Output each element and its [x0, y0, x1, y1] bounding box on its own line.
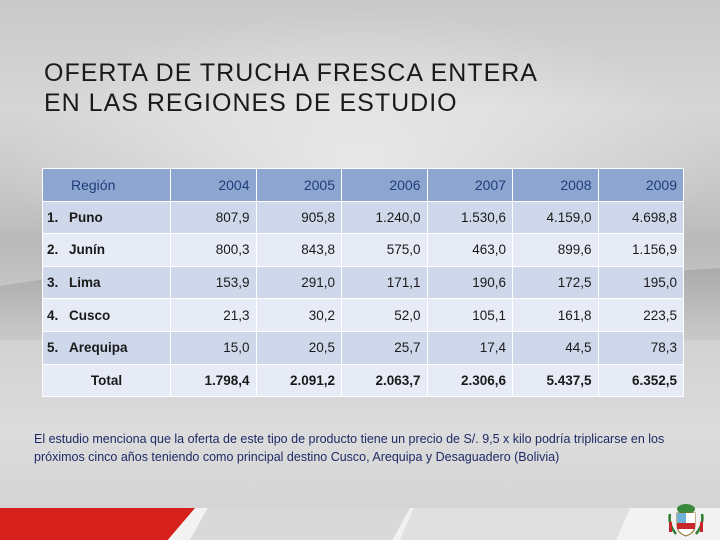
rank-number: 4.: [47, 307, 59, 323]
value-cell: 899,6: [512, 233, 599, 267]
table-header-row: Región 2004 2005 2006 2007 2008 2009: [42, 168, 684, 202]
value-cell: 172,5: [512, 265, 599, 300]
total-label: Total: [42, 363, 171, 398]
value-cell: 44,5: [512, 330, 599, 365]
region-cell: 4. Cusco: [42, 298, 171, 332]
value-cell: 161,8: [512, 298, 599, 332]
table-row: 4. Cusco 21,3 30,2 52,0 105,1 161,8 223,5: [42, 298, 684, 332]
slide-title-line-1: OFERTA DE TRUCHA FRESCA ENTERA: [44, 59, 538, 87]
table-row: 1. Puno 807,9 905,8 1.240,0 1.530,6 4.159…: [42, 200, 684, 235]
region-name: Arequipa: [69, 340, 128, 356]
value-cell: 223,5: [597, 298, 684, 332]
header-year: 2009: [597, 168, 684, 202]
value-cell: 4.698,8: [597, 200, 684, 235]
footer-stripe: [400, 508, 630, 540]
region-cell: 3. Lima: [42, 265, 171, 300]
value-cell: 30,2: [255, 298, 342, 332]
header-region: Región: [42, 168, 171, 202]
total-value-cell: 5.437,5: [512, 363, 599, 398]
value-cell: 905,8: [255, 200, 342, 235]
value-cell: 25,7: [341, 330, 428, 365]
total-value-cell: 2.091,2: [255, 363, 342, 398]
region-cell: 5. Arequipa: [42, 330, 171, 365]
value-cell: 1.240,0: [341, 200, 428, 235]
value-cell: 4.159,0: [512, 200, 599, 235]
value-cell: 17,4: [426, 330, 513, 365]
footer-red-band: [0, 508, 195, 540]
value-cell: 195,0: [597, 265, 684, 300]
slide-title-line-2: EN LAS REGIONES DE ESTUDIO: [44, 89, 458, 117]
header-year: 2005: [255, 168, 342, 202]
total-value-cell: 2.306,6: [426, 363, 513, 398]
value-cell: 105,1: [426, 298, 513, 332]
rank-number: 3.: [47, 275, 59, 291]
region-name: Cusco: [69, 307, 111, 323]
value-cell: 171,1: [341, 265, 428, 300]
supply-table: Región 2004 2005 2006 2007 2008 2009 1. P…: [42, 168, 684, 398]
rank-number: 2.: [47, 242, 59, 258]
value-cell: 463,0: [426, 233, 513, 267]
slide-title: OFERTA DE TRUCHA FRESCA ENTERA EN LAS RE…: [44, 58, 538, 118]
value-cell: 1.530,6: [426, 200, 513, 235]
region-name: Puno: [69, 209, 103, 225]
region-name: Junín: [69, 242, 105, 258]
value-cell: 15,0: [170, 330, 257, 365]
value-cell: 21,3: [170, 298, 257, 332]
peru-coat-of-arms-icon: [668, 504, 704, 537]
footer-band: [0, 504, 720, 540]
region-cell: 1. Puno: [42, 200, 171, 235]
header-year: 2007: [426, 168, 513, 202]
value-cell: 1.156,9: [597, 233, 684, 267]
total-value-cell: 1.798,4: [170, 363, 257, 398]
footer-stripe: [190, 508, 410, 540]
region-name: Lima: [69, 275, 101, 291]
value-cell: 190,6: [426, 265, 513, 300]
header-year: 2004: [170, 168, 257, 202]
region-cell: 2. Junín: [42, 233, 171, 267]
table-row: 5. Arequipa 15,0 20,5 25,7 17,4 44,5 78,3: [42, 330, 684, 365]
value-cell: 20,5: [255, 330, 342, 365]
total-value-cell: 6.352,5: [597, 363, 684, 398]
value-cell: 52,0: [341, 298, 428, 332]
table-row: 3. Lima 153,9 291,0 171,1 190,6 172,5 195…: [42, 265, 684, 300]
value-cell: 291,0: [255, 265, 342, 300]
value-cell: 843,8: [255, 233, 342, 267]
value-cell: 800,3: [170, 233, 257, 267]
rank-number: 5.: [47, 340, 59, 356]
value-cell: 153,9: [170, 265, 257, 300]
header-year: 2008: [512, 168, 599, 202]
table-row: 2. Junín 800,3 843,8 575,0 463,0 899,6 1.…: [42, 233, 684, 267]
rank-number: 1.: [47, 209, 59, 225]
header-year: 2006: [341, 168, 428, 202]
value-cell: 575,0: [341, 233, 428, 267]
value-cell: 78,3: [597, 330, 684, 365]
total-value-cell: 2.063,7: [341, 363, 428, 398]
value-cell: 807,9: [170, 200, 257, 235]
slide-note: El estudio menciona que la oferta de est…: [34, 432, 665, 464]
table-total-row: Total 1.798,4 2.091,2 2.063,7 2.306,6 5.…: [42, 363, 684, 398]
